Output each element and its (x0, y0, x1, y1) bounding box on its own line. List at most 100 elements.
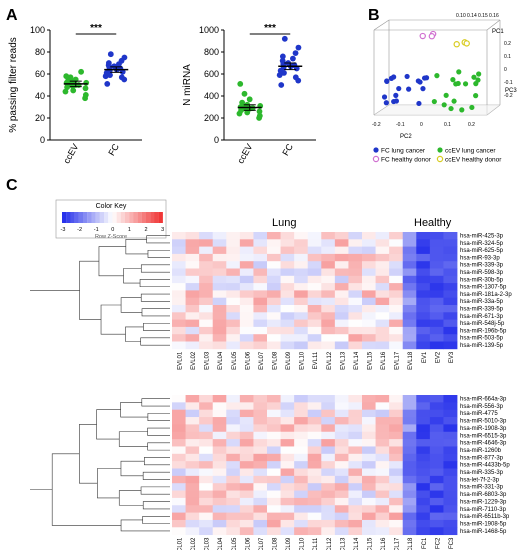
heatmap-cell (321, 483, 336, 491)
heatmap-cell (402, 409, 417, 418)
column-label: FC1 (422, 537, 428, 549)
heatmap-cell (375, 246, 390, 255)
heatmap-cell (443, 461, 458, 469)
heatmap-cell (362, 395, 376, 403)
heatmap-cell (226, 232, 241, 240)
heatmap-cell (212, 268, 227, 277)
heatmap-cell (226, 341, 241, 350)
heatmap-cell (402, 326, 417, 335)
heatmap-cell (348, 305, 363, 313)
heatmap-cell (443, 275, 458, 284)
heatmap-cell (172, 417, 186, 425)
heatmap-cell (253, 527, 268, 536)
heatmap-cell (348, 297, 363, 306)
heatmap-cell (389, 341, 404, 350)
color-key-swatch (99, 212, 105, 223)
color-key-swatch (74, 212, 79, 223)
heatmap-cell (212, 497, 227, 506)
heatmap-cell (307, 453, 322, 462)
heatmap-cell (280, 497, 295, 506)
heatmap-cell (280, 232, 295, 240)
heatmap-cell (185, 446, 200, 455)
heatmap-cell (294, 232, 309, 240)
heatmap-cell (375, 497, 390, 506)
heatmap-cell (307, 483, 322, 491)
column-label: FC3 (449, 537, 455, 549)
heatmap-cell (172, 468, 186, 477)
row-label: hsa-miR-93-3p (460, 255, 500, 261)
significance-label: *** (264, 23, 276, 34)
heatmap-cell (239, 417, 254, 425)
heatmap-cell (416, 312, 431, 320)
color-key-swatch (146, 212, 151, 223)
heatmap-cell (429, 334, 444, 342)
heatmap-cell (443, 512, 458, 521)
row-label: hsa-miR-181a-2-3p (460, 292, 512, 298)
heatmap-cell (294, 312, 309, 320)
heatmap-cell (334, 261, 349, 269)
heatmap-cell (443, 468, 458, 477)
heatmap-cell (226, 505, 241, 513)
heatmap-cell (280, 446, 295, 455)
heatmap-cell (362, 431, 376, 440)
color-key-title: Color Key (96, 203, 127, 210)
column-label: FCL07 (259, 537, 265, 550)
pca-point (428, 33, 436, 40)
heatmap-cell (429, 297, 444, 306)
heatmap-cell (226, 409, 241, 418)
heatmap-cell (402, 497, 417, 506)
heatmap-cell (212, 275, 227, 284)
heatmap-cell (280, 519, 295, 528)
heatmap-cell (239, 475, 254, 484)
heatmap-cell (362, 461, 376, 469)
heatmap-cell (389, 246, 404, 255)
heatmap-cell (253, 483, 268, 491)
heatmap-cell (389, 417, 404, 425)
heatmap-cell (294, 275, 309, 284)
row-label: hsa-miR-6803-3p (460, 492, 507, 498)
data-point (104, 81, 111, 87)
heatmap-cell (172, 505, 186, 513)
column-label: FCL18 (408, 537, 414, 550)
legend-marker (373, 147, 379, 153)
data-point (276, 72, 283, 78)
pc2-tick-label: -0.1 (396, 122, 405, 128)
heatmap-cell (239, 239, 254, 247)
heatmap-cell (185, 490, 200, 499)
heatmap-cell (321, 312, 336, 320)
heatmap-cell (212, 461, 227, 469)
heatmap-cell (212, 305, 227, 313)
heatmap-cell (321, 290, 336, 299)
heatmap-cell (185, 341, 200, 350)
row-label: hsa-miR-339-5p (460, 306, 504, 312)
data-point (83, 79, 90, 86)
heatmap-cell (199, 424, 214, 433)
heatmap-cell (348, 253, 363, 262)
heatmap-cell (307, 461, 322, 469)
heatmap-cell (199, 483, 214, 491)
heatmap-cell (239, 305, 254, 313)
row-label: hsa-miR-196b-5p (460, 328, 507, 334)
heatmap-cell (226, 326, 241, 335)
heatmap-cell (226, 334, 241, 342)
pc2-tick-label: 0.1 (444, 122, 451, 128)
color-key-tick: 0 (111, 227, 114, 233)
data-point (121, 54, 128, 61)
heatmap-cell (321, 305, 336, 313)
heatmap-cell (185, 312, 200, 320)
heatmap-cell (443, 261, 458, 269)
heatmap-cell (402, 261, 417, 269)
heatmap-cell (267, 475, 281, 484)
heatmap-cell (212, 312, 227, 320)
heatmap-cell (294, 453, 309, 462)
column-label: EV1 (422, 351, 428, 363)
heatmap-cell (199, 246, 214, 255)
heatmap-cell (429, 490, 444, 499)
dendrogram-branch (98, 246, 126, 277)
heatmap-cell (348, 312, 363, 320)
column-label: EVL14 (354, 351, 360, 370)
heatmap-cell (239, 446, 254, 455)
pca-point (451, 98, 457, 104)
heatmap-cell (443, 483, 458, 491)
heatmap-cell (402, 424, 417, 433)
